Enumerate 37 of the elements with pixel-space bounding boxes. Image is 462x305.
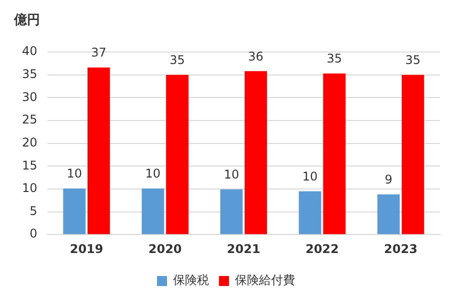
y-tick-label: 35 xyxy=(22,66,38,81)
y-tick-label: 5 xyxy=(30,204,38,218)
data-label: 36 xyxy=(248,49,264,64)
bar xyxy=(63,188,86,234)
x-tick-label: 2021 xyxy=(226,242,260,256)
x-tick-label: 2019 xyxy=(70,242,104,256)
y-tick-label: 30 xyxy=(22,90,38,104)
y-tick-label: 20 xyxy=(22,135,38,150)
data-label: 35 xyxy=(326,52,342,66)
bar xyxy=(323,73,346,234)
y-tick-label: 25 xyxy=(22,112,38,127)
x-tick-label: 2022 xyxy=(305,242,339,256)
bar xyxy=(88,68,110,234)
data-label: 35 xyxy=(170,52,185,67)
bar xyxy=(244,71,268,234)
bar xyxy=(166,74,188,234)
bar xyxy=(142,188,164,234)
y-axis-title: 億円 xyxy=(13,12,40,28)
data-label: 10 xyxy=(224,168,240,182)
y-tick-label: 0 xyxy=(30,226,38,241)
x-tick-label: 2023 xyxy=(384,242,418,256)
bar xyxy=(402,74,424,234)
data-label: 10 xyxy=(145,166,161,181)
data-label: 37 xyxy=(91,46,106,60)
data-label: 10 xyxy=(302,169,318,184)
y-tick-label: 15 xyxy=(22,158,38,172)
bar xyxy=(220,189,243,234)
x-tick-label: 2020 xyxy=(148,242,182,256)
data-label: 35 xyxy=(405,52,421,67)
bar xyxy=(298,191,322,234)
y-tick-label: 10 xyxy=(22,181,38,196)
y-tick-label: 40 xyxy=(22,44,38,58)
bar xyxy=(377,194,400,234)
data-label: 10 xyxy=(66,166,82,181)
legend-label: 保険給付費 xyxy=(235,273,295,288)
legend-label: 保険税 xyxy=(173,273,209,288)
data-label: 9 xyxy=(384,172,392,187)
